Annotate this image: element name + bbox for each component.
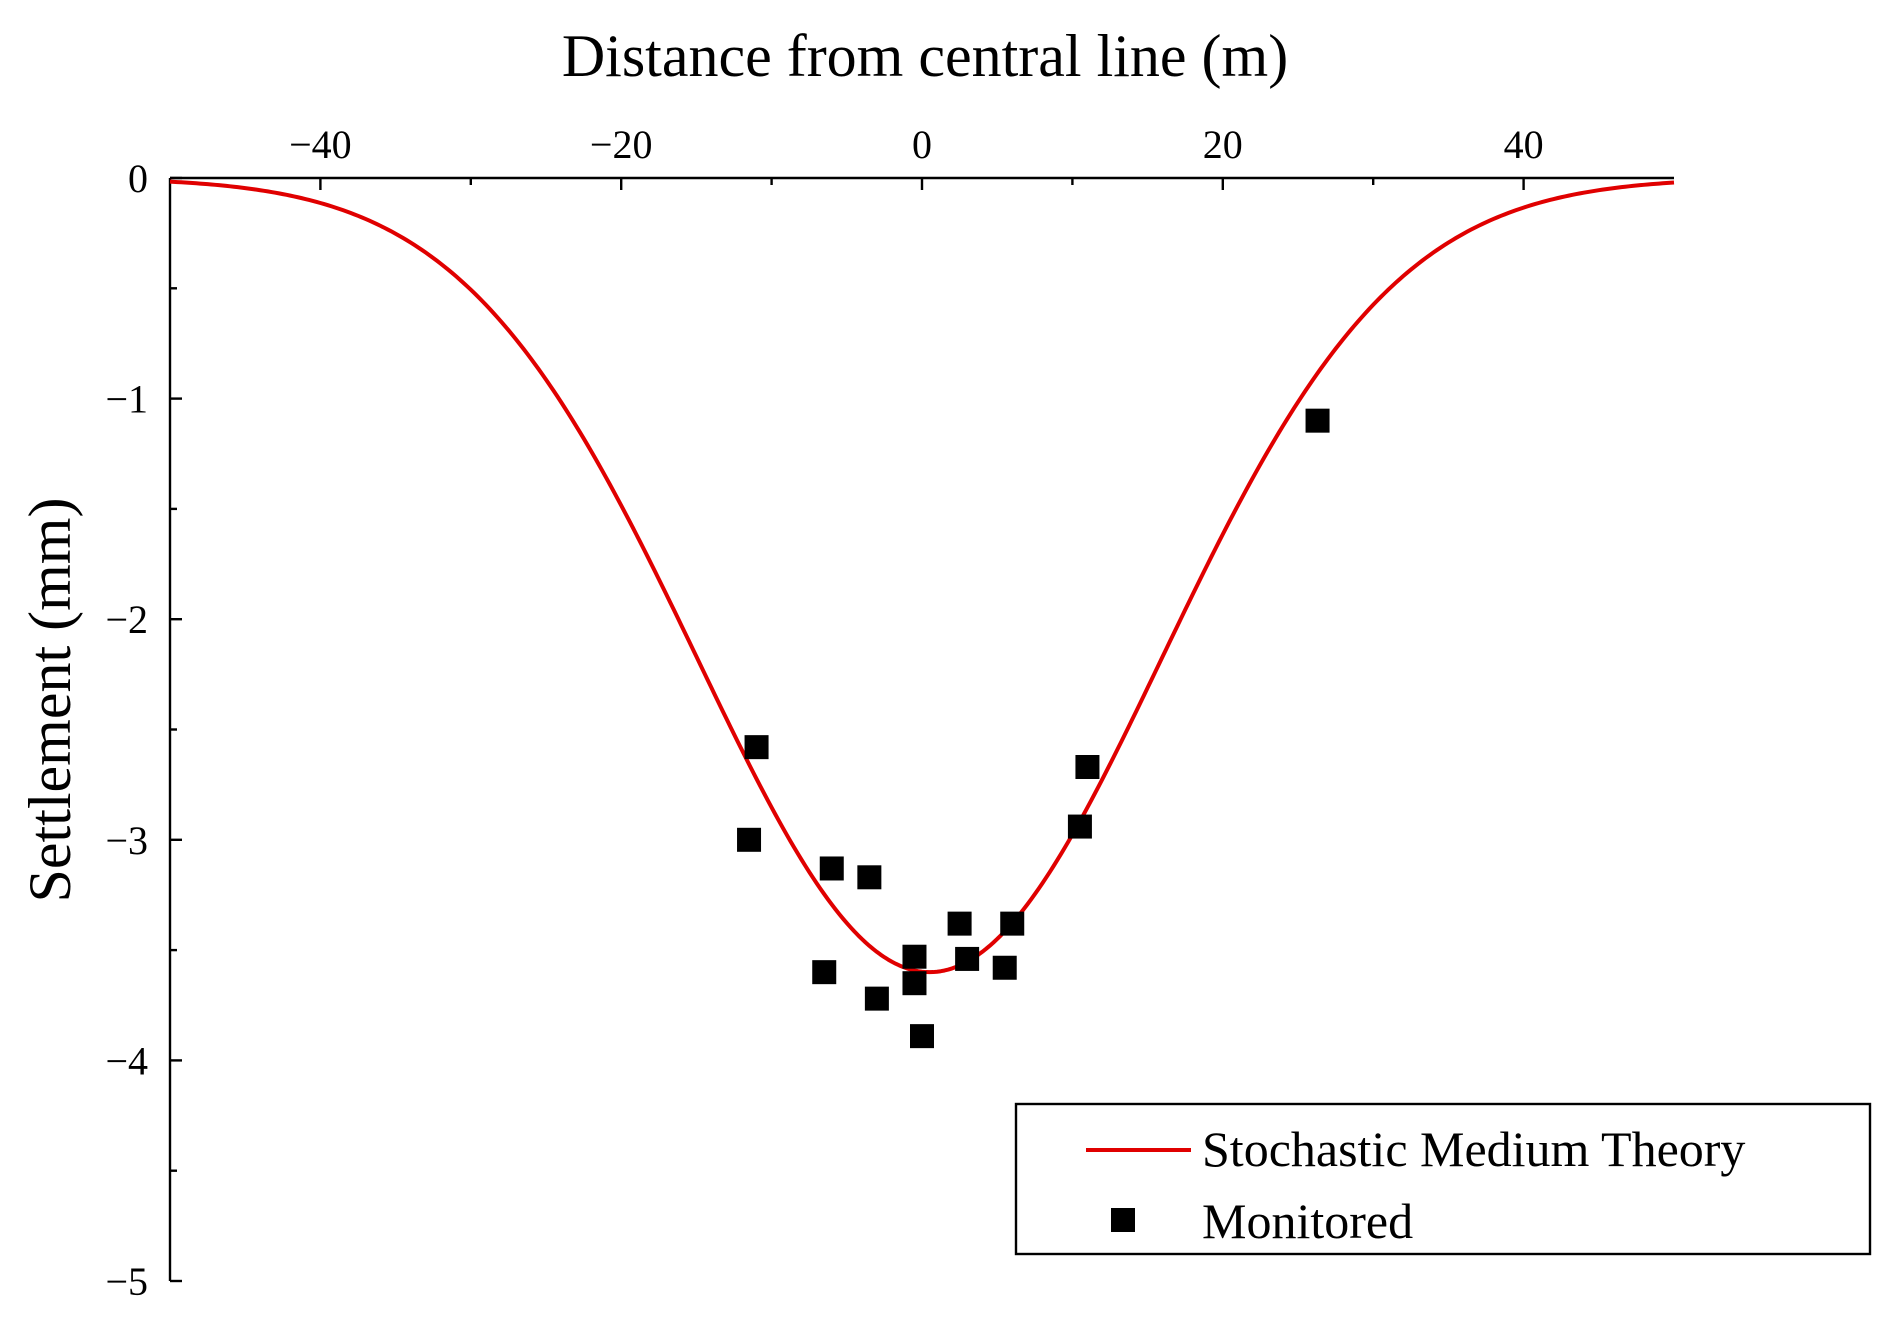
monitored-point xyxy=(744,735,769,760)
monitored-point xyxy=(819,856,844,881)
x-axis-ticks: −40 −20 0 20 40 xyxy=(289,122,1544,190)
monitored-point xyxy=(1000,911,1025,936)
y-tick-label: 0 xyxy=(128,156,148,201)
monitored-point xyxy=(812,960,837,985)
legend-label-monitored: Monitored xyxy=(1202,1193,1413,1249)
monitored-point xyxy=(737,827,762,852)
monitored-point xyxy=(857,865,882,890)
monitored-points xyxy=(737,408,1330,1049)
y-axis-title: Settlement (mm) xyxy=(17,498,83,903)
monitored-point xyxy=(910,1024,934,1049)
x-tick-label: 0 xyxy=(912,122,932,167)
x-tick-label: 20 xyxy=(1203,122,1243,167)
monitored-point xyxy=(947,911,972,936)
legend-box xyxy=(1014,1102,1872,1256)
monitored-point xyxy=(1305,408,1330,433)
monitored-point xyxy=(1075,755,1100,780)
legend-label-theory: Stochastic Medium Theory xyxy=(1202,1121,1745,1177)
stochastic-medium-theory-curve xyxy=(169,179,1675,975)
x-tick-label: −20 xyxy=(590,122,653,167)
monitored-point xyxy=(1067,814,1092,839)
x-tick-label: −40 xyxy=(289,122,352,167)
monitored-point xyxy=(864,986,889,1011)
legend: Stochastic Medium Theory Monitored xyxy=(1014,1102,1872,1256)
monitored-point xyxy=(955,946,980,971)
y-tick-label: −4 xyxy=(105,1038,148,1083)
y-tick-label: −3 xyxy=(105,818,148,863)
y-tick-label: −2 xyxy=(105,597,148,642)
x-tick-label: 40 xyxy=(1504,122,1544,167)
monitored-point xyxy=(902,944,927,969)
y-tick-label: −1 xyxy=(105,377,148,422)
x-axis-title: Distance from central line (m) xyxy=(562,23,1288,89)
y-axis-ticks: 0 −1 −2 −3 −4 −5 xyxy=(105,156,182,1304)
y-tick-label: −5 xyxy=(105,1259,148,1304)
monitored-point xyxy=(992,955,1017,980)
monitored-point xyxy=(902,971,927,996)
legend-square-swatch xyxy=(1111,1208,1135,1232)
